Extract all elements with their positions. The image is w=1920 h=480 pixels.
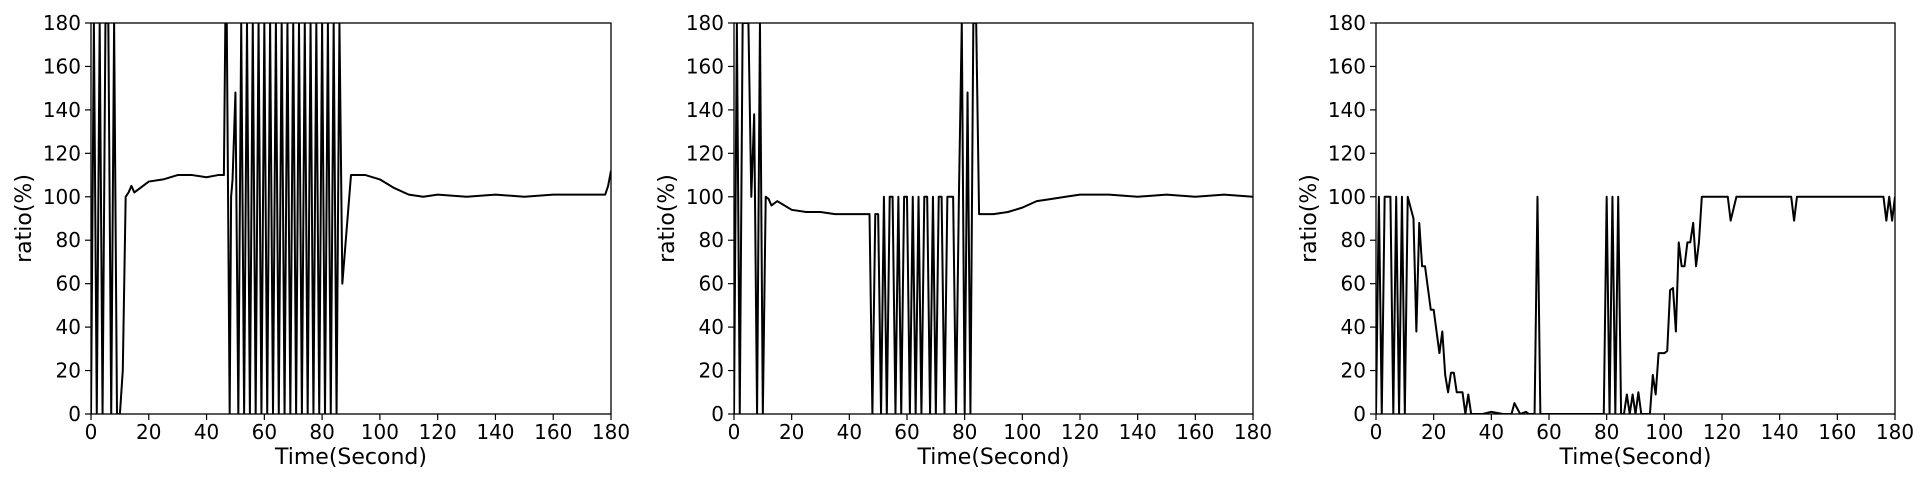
x-tick-label: 60 — [894, 420, 919, 444]
x-axis-label: Time(Second) — [274, 445, 427, 470]
x-tick-label: 0 — [85, 420, 98, 444]
y-tick-label: 120 — [43, 141, 81, 165]
x-tick-label: 140 — [1761, 420, 1799, 444]
x-tick-label: 120 — [419, 420, 457, 444]
plot-frame — [90, 22, 612, 415]
x-tick-label: 180 — [1876, 420, 1914, 444]
y-tick-label: 40 — [56, 315, 81, 339]
plot-frame — [733, 22, 1254, 415]
series-line-1 — [91, 23, 611, 414]
x-tick-label: 100 — [1645, 420, 1683, 444]
x-tick-label: 20 — [1421, 420, 1446, 444]
y-tick-label: 100 — [686, 185, 724, 209]
x-tick-label: 20 — [136, 420, 161, 444]
x-tick-label: 60 — [1536, 420, 1561, 444]
x-axis-label: Time(Second) — [917, 445, 1070, 470]
x-tick-label: 80 — [952, 420, 977, 444]
chart-panel-1: 0 20 40 60 80 100 120 140 160 180 0 20 40 60 80 100 120 1… — [12, 11, 630, 470]
y-tick-label: 180 — [1328, 11, 1366, 35]
y-tick-label: 160 — [1328, 54, 1366, 78]
y-tick-label: 80 — [56, 228, 81, 252]
y-tick-label: 120 — [1328, 141, 1366, 165]
x-tick-label: 180 — [1234, 420, 1272, 444]
y-tick-label: 0 — [711, 402, 724, 426]
y-tick-label: 80 — [699, 228, 724, 252]
y-tick-label: 100 — [1328, 185, 1366, 209]
series-line-1 — [1376, 195, 1895, 414]
y-tick-label: 40 — [1341, 315, 1366, 339]
y-tick-label: 60 — [1341, 272, 1366, 296]
y-tick-label: 140 — [43, 98, 81, 122]
x-tick-label: 60 — [252, 420, 277, 444]
x-tick-label: 160 — [1818, 420, 1856, 444]
x-tick-label: 40 — [1479, 420, 1504, 444]
x-tick-label: 160 — [1176, 420, 1214, 444]
y-tick-label: 20 — [56, 359, 81, 383]
x-tick-label: 0 — [728, 420, 741, 444]
chart-panel-2: 0 20 40 60 80 100 120 140 160 180 0 20 40 60 80 100 120 1… — [655, 11, 1272, 470]
y-tick-label: 160 — [43, 54, 81, 78]
x-tick-label: 20 — [779, 420, 804, 444]
y-axis-label: ratio(%) — [1297, 174, 1322, 263]
x-tick-label: 180 — [592, 420, 630, 444]
plot-frame — [1375, 22, 1896, 415]
x-tick-label: 80 — [309, 420, 334, 444]
chart-panel-3: 0 20 40 60 80 100 120 140 160 180 0 20 40 60 80 100 120 1… — [1297, 11, 1914, 470]
series-line-1 — [734, 23, 1253, 414]
y-tick-label: 180 — [43, 11, 81, 35]
y-tick-label: 0 — [68, 402, 81, 426]
x-tick-label: 100 — [1003, 420, 1041, 444]
y-tick-label: 40 — [699, 315, 724, 339]
y-tick-label: 60 — [56, 272, 81, 296]
x-axis-label: Time(Second) — [1559, 445, 1712, 470]
x-tick-label: 140 — [476, 420, 514, 444]
x-tick-label: 160 — [534, 420, 572, 444]
x-tick-label: 120 — [1703, 420, 1741, 444]
y-tick-label: 80 — [1341, 228, 1366, 252]
y-tick-label: 160 — [686, 54, 724, 78]
y-tick-label: 20 — [1341, 359, 1366, 383]
y-tick-label: 140 — [1328, 98, 1366, 122]
y-tick-label: 120 — [686, 141, 724, 165]
x-tick-label: 0 — [1370, 420, 1383, 444]
y-tick-label: 20 — [699, 359, 724, 383]
x-tick-label: 140 — [1119, 420, 1157, 444]
y-axis-label: ratio(%) — [12, 174, 37, 263]
y-tick-label: 180 — [686, 11, 724, 35]
y-tick-label: 100 — [43, 185, 81, 209]
x-tick-label: 100 — [361, 420, 399, 444]
y-tick-label: 140 — [686, 98, 724, 122]
x-tick-label: 40 — [837, 420, 862, 444]
y-tick-label: 0 — [1353, 402, 1366, 426]
x-tick-label: 120 — [1061, 420, 1099, 444]
y-axis-label: ratio(%) — [655, 174, 680, 263]
x-tick-label: 80 — [1594, 420, 1619, 444]
y-tick-label: 60 — [699, 272, 724, 296]
x-tick-label: 40 — [194, 420, 219, 444]
